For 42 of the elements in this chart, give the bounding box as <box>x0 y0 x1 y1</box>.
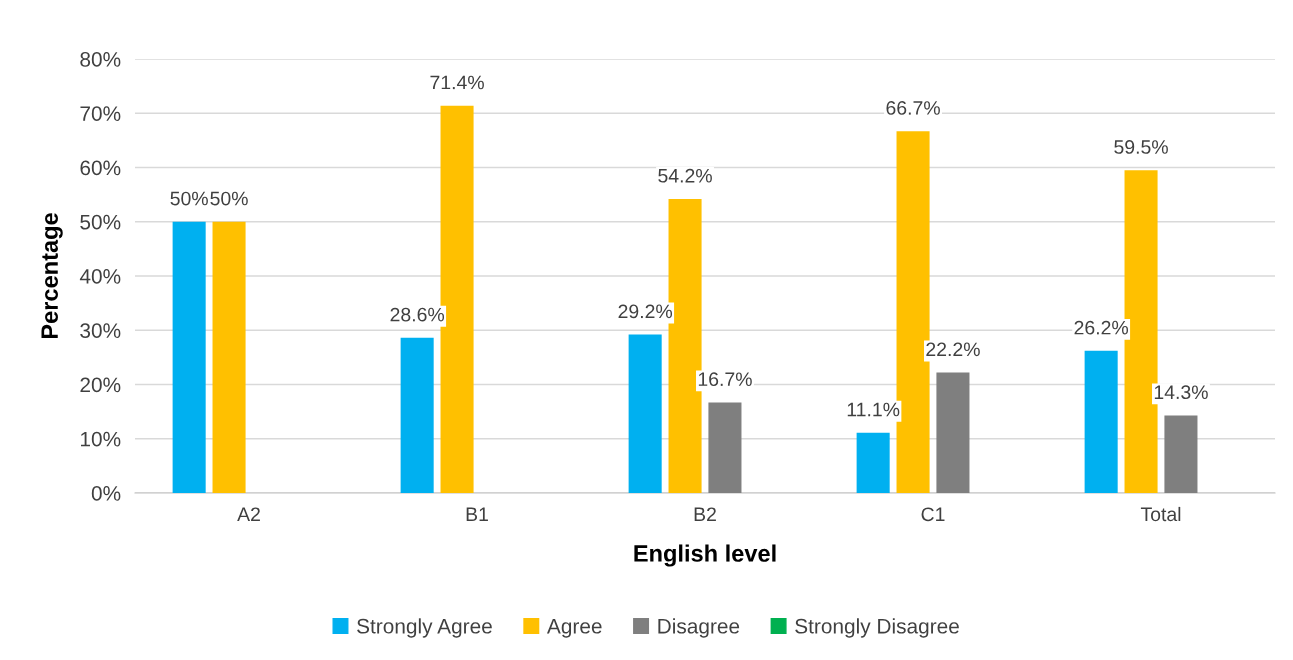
legend-label: Strongly Disagree <box>795 618 959 638</box>
bar <box>708 402 742 493</box>
y-tick-label: 50% <box>80 214 121 230</box>
y-tick-label: 10% <box>81 431 121 447</box>
data-label: 26.2% <box>1074 320 1129 335</box>
bar <box>172 221 206 493</box>
bar <box>1164 415 1198 493</box>
x-tick-label: Total <box>1140 506 1181 522</box>
legend-label: Agree <box>546 619 602 638</box>
bar <box>400 337 434 493</box>
legend-label: Disagree <box>658 618 740 638</box>
data-label: 66.7% <box>886 101 940 115</box>
y-tick-label: 0% <box>91 486 121 501</box>
data-label: 16.7% <box>698 372 752 387</box>
x-tick-label: C1 <box>921 507 945 522</box>
y-tick-label: 40% <box>79 269 121 284</box>
data-label: 22.2% <box>926 342 980 357</box>
x-axis-title: English level <box>634 544 776 567</box>
data-label: 11.1% <box>847 402 900 417</box>
x-tick-label: A2 <box>237 507 260 521</box>
y-tick-label: 20% <box>80 377 121 393</box>
bar <box>856 432 890 493</box>
y-tick-label: 80% <box>80 52 121 67</box>
data-label: 54.2% <box>658 168 712 183</box>
bar <box>212 221 246 493</box>
data-label: 29.2% <box>618 304 673 319</box>
x-tick-label: B1 <box>466 507 488 521</box>
x-tick-label: B2 <box>694 507 716 521</box>
data-label: 71.4% <box>430 75 484 90</box>
bar <box>1084 350 1118 493</box>
legend-label: Strongly Agree <box>357 618 492 638</box>
bar <box>936 372 970 493</box>
bar <box>628 334 662 493</box>
y-tick-label: 60% <box>80 160 121 176</box>
y-axis-title: Percentage <box>41 213 63 339</box>
data-label: 28.6% <box>390 307 445 322</box>
y-tick-label: 30% <box>80 323 121 338</box>
y-tick-label: 70% <box>80 106 121 121</box>
data-label: 59.5% <box>1114 140 1168 154</box>
data-label: 50% <box>210 191 248 206</box>
data-label: 14.3% <box>1154 385 1208 400</box>
data-label: 50% <box>170 191 208 206</box>
